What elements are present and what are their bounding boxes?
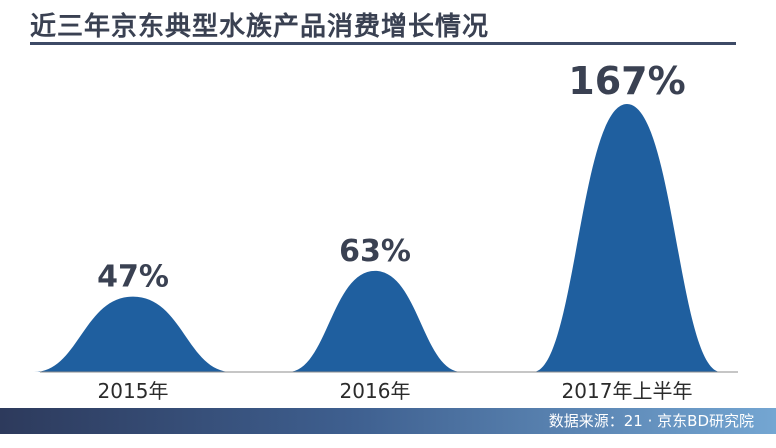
bar-3: [533, 104, 721, 372]
category-label-2: 2016年: [340, 379, 411, 403]
value-labels: 47% 63% 167%: [97, 59, 686, 295]
bar-1: [34, 296, 232, 372]
bar-2: [288, 270, 462, 372]
category-label-1: 2015年: [98, 379, 169, 403]
chart-title: 近三年京东典型水族产品消费增长情况: [30, 12, 490, 42]
category-labels: 2015年 2016年 2017年上半年: [98, 379, 693, 403]
value-label-2: 63%: [339, 234, 411, 269]
title-divider: [30, 42, 736, 45]
bar-series: [34, 104, 721, 372]
source-bar: [0, 408, 776, 434]
category-label-3: 2017年上半年: [562, 379, 693, 403]
value-label-3: 167%: [568, 59, 685, 103]
value-label-1: 47%: [97, 260, 169, 295]
source-note: 数据来源：21 · 京东BD研究院: [548, 412, 754, 430]
